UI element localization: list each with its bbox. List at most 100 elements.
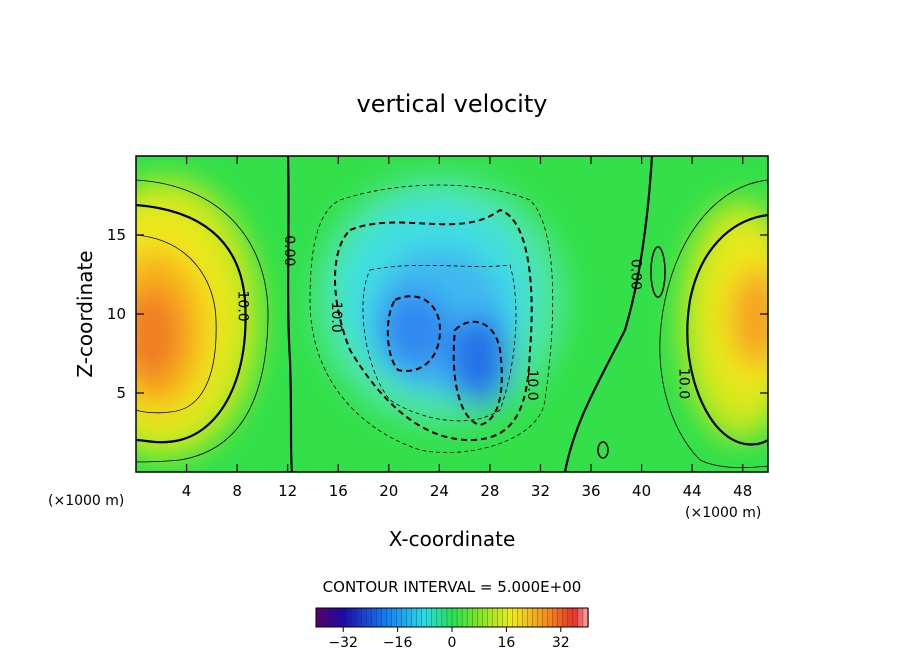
contour-zero-right	[563, 156, 654, 472]
contour-label: 10.0	[328, 302, 344, 333]
colorbar-cell	[436, 607, 443, 628]
x-tick-label: 24	[430, 482, 449, 500]
colorbar-cell	[477, 607, 483, 628]
x-tick-label: 44	[683, 482, 702, 500]
colorbar-cell	[537, 607, 544, 628]
x-tick-label: 8	[232, 482, 242, 500]
contour-down-15	[362, 264, 517, 422]
contour-down-20-a	[386, 295, 442, 372]
colorbar-cell	[416, 607, 423, 628]
colorbar-tick-label: 0	[448, 635, 457, 651]
colorbar-cell	[552, 607, 559, 628]
x-tick-label: 48	[733, 482, 752, 500]
colorbar-cell	[502, 607, 509, 628]
x-tick-label: 20	[379, 482, 398, 500]
colorbar-cell	[391, 607, 398, 628]
colorbar-cell	[431, 607, 438, 628]
contour-down-20-b	[452, 320, 503, 427]
y-axis-label: Z-coordinate	[73, 250, 97, 377]
colorbar-cell	[386, 607, 393, 628]
contour-down-5	[309, 184, 554, 453]
x-tick-label: 28	[480, 482, 499, 500]
colorbar-cell	[361, 607, 368, 628]
x-tick-label: 12	[278, 482, 297, 500]
chart-title: vertical velocity	[357, 90, 548, 118]
colorbar-cell	[492, 607, 498, 628]
colorbar-cell	[542, 607, 549, 628]
colorbar-cell	[512, 607, 519, 628]
colorbar-cell	[547, 607, 554, 628]
colorbar-cell	[381, 607, 388, 628]
contour-right-5	[659, 179, 768, 469]
colorbar-cell	[567, 607, 574, 628]
colorbar-cell	[487, 607, 493, 628]
colorbar-cell	[325, 607, 332, 628]
colorbar-cell	[527, 607, 534, 628]
colorbar-cell	[351, 607, 357, 628]
colorbar-cell	[401, 607, 408, 628]
colorbar-cell	[341, 607, 347, 628]
colorbar-cell	[522, 607, 529, 628]
contour-left-10	[136, 203, 247, 444]
x-tick-label: 16	[329, 482, 348, 500]
colorbar-cell	[335, 607, 342, 628]
x-tick-label: 36	[581, 482, 600, 500]
y-axis-ticks: 5 10 15	[107, 226, 768, 402]
colorbar-cell	[406, 607, 413, 628]
colorbar-tick-label: 32	[552, 635, 570, 651]
colorbar-cell	[371, 607, 378, 628]
contour-left-15	[136, 234, 217, 414]
colorbar-cell	[517, 607, 524, 628]
contour-right-10	[686, 213, 768, 446]
y-tick-label: 15	[107, 226, 126, 244]
colorbar-cell	[411, 607, 418, 628]
colorbar-cell	[346, 607, 352, 628]
contour-label: 10.0	[676, 368, 692, 399]
colorbar-cell	[471, 607, 478, 628]
colorbar-cell	[315, 607, 322, 628]
x-unit-left: (×1000 m)	[48, 493, 124, 509]
colorbar-cell	[421, 607, 428, 628]
colorbar-cell	[532, 607, 539, 628]
contour-labels: 0.00 10.0 10.0 10.0 0.00 10.0	[234, 235, 691, 400]
contour-label: 10.0	[234, 291, 250, 322]
contour-small-right-2	[597, 441, 609, 459]
x-unit-right: (×1000 m)	[685, 505, 761, 521]
velocity-field	[136, 156, 768, 472]
colorbar-cell	[497, 607, 504, 628]
colorbar-tick-label: −16	[383, 635, 413, 651]
colorbar-cell	[320, 607, 327, 628]
colorbar-cell	[461, 607, 468, 628]
colorbar	[315, 607, 589, 628]
x-tick-label: 4	[182, 482, 192, 500]
x-tick-label: 32	[531, 482, 550, 500]
contour-label: 0.00	[281, 235, 297, 266]
colorbar-cell	[466, 607, 473, 628]
contour-interval-label: CONTOUR INTERVAL = 5.000E+00	[323, 578, 582, 596]
colorbar-cell	[482, 607, 488, 628]
colorbar-cell	[426, 607, 433, 628]
x-axis-label: X-coordinate	[389, 527, 516, 551]
colorbar-cell	[572, 607, 579, 628]
colorbar-cell	[330, 607, 337, 628]
contour-label: 10.0	[524, 370, 540, 401]
colorbar-cell	[456, 607, 463, 628]
x-axis-ticks: 4 8 12 16 20 24 28 32 36 40 44 48	[182, 156, 752, 500]
colorbar-cell	[451, 607, 458, 628]
x-tick-label: 40	[632, 482, 651, 500]
contour-zero-left	[286, 156, 294, 472]
colorbar-ticks: −32 −16 0 16 32	[328, 627, 570, 651]
y-tick-label: 10	[107, 305, 126, 323]
contour-left-5	[136, 179, 269, 463]
colorbar-cell	[376, 607, 383, 628]
colorbar-tick-label: −32	[328, 635, 358, 651]
colorbar-cell	[356, 607, 362, 628]
colorbar-cell	[441, 607, 448, 628]
colorbar-cell	[396, 607, 403, 628]
contour-label: 0.00	[627, 259, 643, 290]
colorbar-cell	[507, 607, 514, 628]
contour-down-10	[334, 208, 533, 442]
colorbar-cell	[446, 607, 453, 628]
contour-lines	[136, 156, 768, 472]
